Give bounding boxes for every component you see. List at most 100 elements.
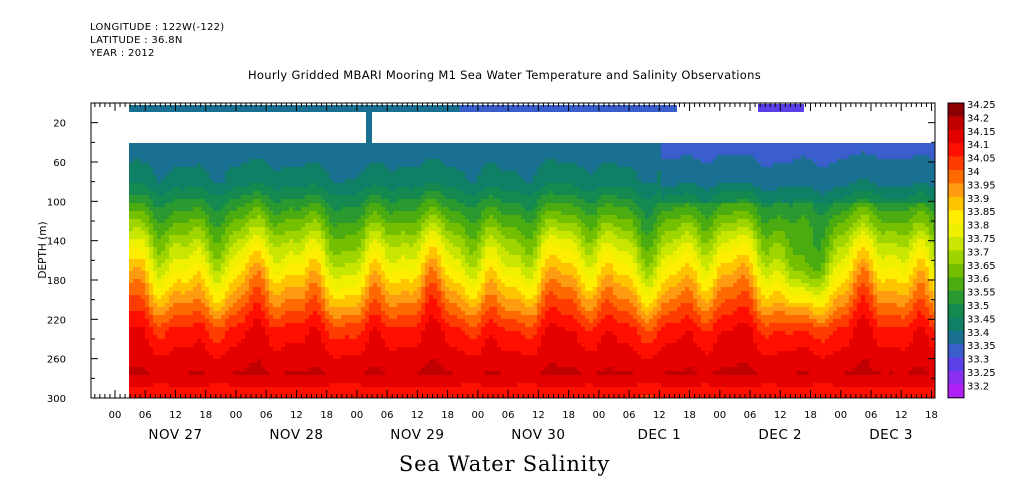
salinity-cell bbox=[269, 331, 274, 336]
salinity-cell bbox=[177, 367, 182, 372]
salinity-cell bbox=[429, 311, 434, 316]
salinity-cell bbox=[173, 171, 178, 176]
salinity-cell bbox=[409, 203, 414, 208]
salinity-cell bbox=[309, 143, 314, 148]
salinity-cell bbox=[385, 211, 390, 216]
salinity-cell bbox=[233, 171, 238, 176]
salinity-cell bbox=[369, 287, 374, 292]
salinity-cell bbox=[305, 219, 310, 224]
salinity-cell bbox=[309, 199, 314, 204]
salinity-cell bbox=[185, 387, 190, 392]
salinity-cell bbox=[261, 315, 266, 320]
salinity-cell bbox=[253, 303, 258, 308]
salinity-cell bbox=[425, 255, 430, 260]
salinity-cell bbox=[221, 275, 226, 280]
salinity-cell bbox=[329, 151, 334, 156]
salinity-cell bbox=[397, 263, 402, 268]
salinity-cell bbox=[321, 295, 326, 300]
salinity-cell bbox=[193, 379, 198, 384]
salinity-cell bbox=[337, 395, 342, 398]
salinity-cell bbox=[417, 275, 422, 280]
salinity-cell bbox=[277, 263, 282, 268]
salinity-cell bbox=[321, 371, 326, 376]
salinity-cell bbox=[385, 283, 390, 288]
salinity-cell bbox=[205, 147, 210, 152]
salinity-cell bbox=[417, 383, 422, 388]
salinity-cell bbox=[141, 375, 146, 380]
salinity-cell bbox=[233, 235, 238, 240]
salinity-cell bbox=[253, 207, 258, 212]
salinity-cell bbox=[429, 147, 434, 152]
salinity-cell bbox=[309, 247, 314, 252]
salinity-cell bbox=[137, 359, 142, 364]
salinity-cell bbox=[341, 227, 346, 232]
salinity-cell bbox=[269, 271, 274, 276]
salinity-cell bbox=[373, 267, 378, 272]
salinity-cell bbox=[181, 255, 186, 260]
salinity-cell bbox=[273, 295, 278, 300]
salinity-cell bbox=[209, 363, 214, 368]
salinity-cell bbox=[193, 171, 198, 176]
salinity-cell bbox=[217, 263, 222, 268]
salinity-cell bbox=[253, 339, 258, 344]
salinity-cell bbox=[437, 179, 442, 184]
salinity-cell bbox=[213, 223, 218, 228]
salinity-cell bbox=[273, 219, 278, 224]
salinity-cell bbox=[401, 207, 406, 212]
salinity-cell bbox=[241, 335, 246, 340]
salinity-cell bbox=[349, 275, 354, 280]
salinity-cell bbox=[245, 307, 250, 312]
salinity-cell bbox=[393, 195, 398, 200]
salinity-cell bbox=[201, 227, 206, 232]
salinity-cell bbox=[425, 143, 430, 148]
salinity-cell bbox=[149, 243, 154, 248]
salinity-cell bbox=[361, 311, 366, 316]
salinity-cell bbox=[321, 155, 326, 160]
salinity-cell bbox=[181, 191, 186, 196]
salinity-cell bbox=[377, 167, 382, 172]
salinity-cell bbox=[377, 379, 382, 384]
salinity-cell bbox=[421, 211, 426, 216]
salinity-cell bbox=[185, 271, 190, 276]
salinity-cell bbox=[205, 315, 210, 320]
salinity-cell bbox=[133, 283, 138, 288]
salinity-cell bbox=[293, 299, 298, 304]
salinity-cell bbox=[161, 395, 166, 398]
salinity-cell bbox=[253, 283, 258, 288]
salinity-cell bbox=[361, 167, 366, 172]
salinity-cell bbox=[133, 227, 138, 232]
salinity-cell bbox=[137, 395, 142, 398]
salinity-cell bbox=[269, 255, 274, 260]
salinity-cell bbox=[437, 271, 442, 276]
salinity-cell bbox=[421, 315, 426, 320]
salinity-cell bbox=[313, 259, 318, 264]
salinity-cell bbox=[437, 375, 442, 380]
salinity-cell bbox=[149, 163, 154, 168]
salinity-cell bbox=[357, 375, 362, 380]
salinity-cell bbox=[389, 267, 394, 272]
salinity-cell bbox=[269, 315, 274, 320]
salinity-cell bbox=[137, 271, 142, 276]
salinity-cell bbox=[353, 299, 358, 304]
salinity-cell bbox=[341, 183, 346, 188]
salinity-cell bbox=[249, 235, 254, 240]
salinity-cell bbox=[233, 227, 238, 232]
salinity-cell bbox=[241, 395, 246, 398]
salinity-cell bbox=[377, 343, 382, 348]
salinity-cell bbox=[357, 351, 362, 356]
salinity-cell bbox=[165, 163, 170, 168]
salinity-cell bbox=[165, 267, 170, 272]
salinity-cell bbox=[269, 323, 274, 328]
salinity-cell bbox=[261, 335, 266, 340]
salinity-cell bbox=[225, 355, 230, 360]
salinity-cell bbox=[397, 271, 402, 276]
salinity-cell bbox=[241, 287, 246, 292]
salinity-cell bbox=[269, 383, 274, 388]
salinity-cell bbox=[285, 163, 290, 168]
salinity-cell bbox=[425, 223, 430, 228]
salinity-cell bbox=[157, 323, 162, 328]
salinity-cell bbox=[361, 347, 366, 352]
salinity-cell bbox=[333, 235, 338, 240]
salinity-cell bbox=[397, 179, 402, 184]
salinity-cell bbox=[237, 239, 242, 244]
